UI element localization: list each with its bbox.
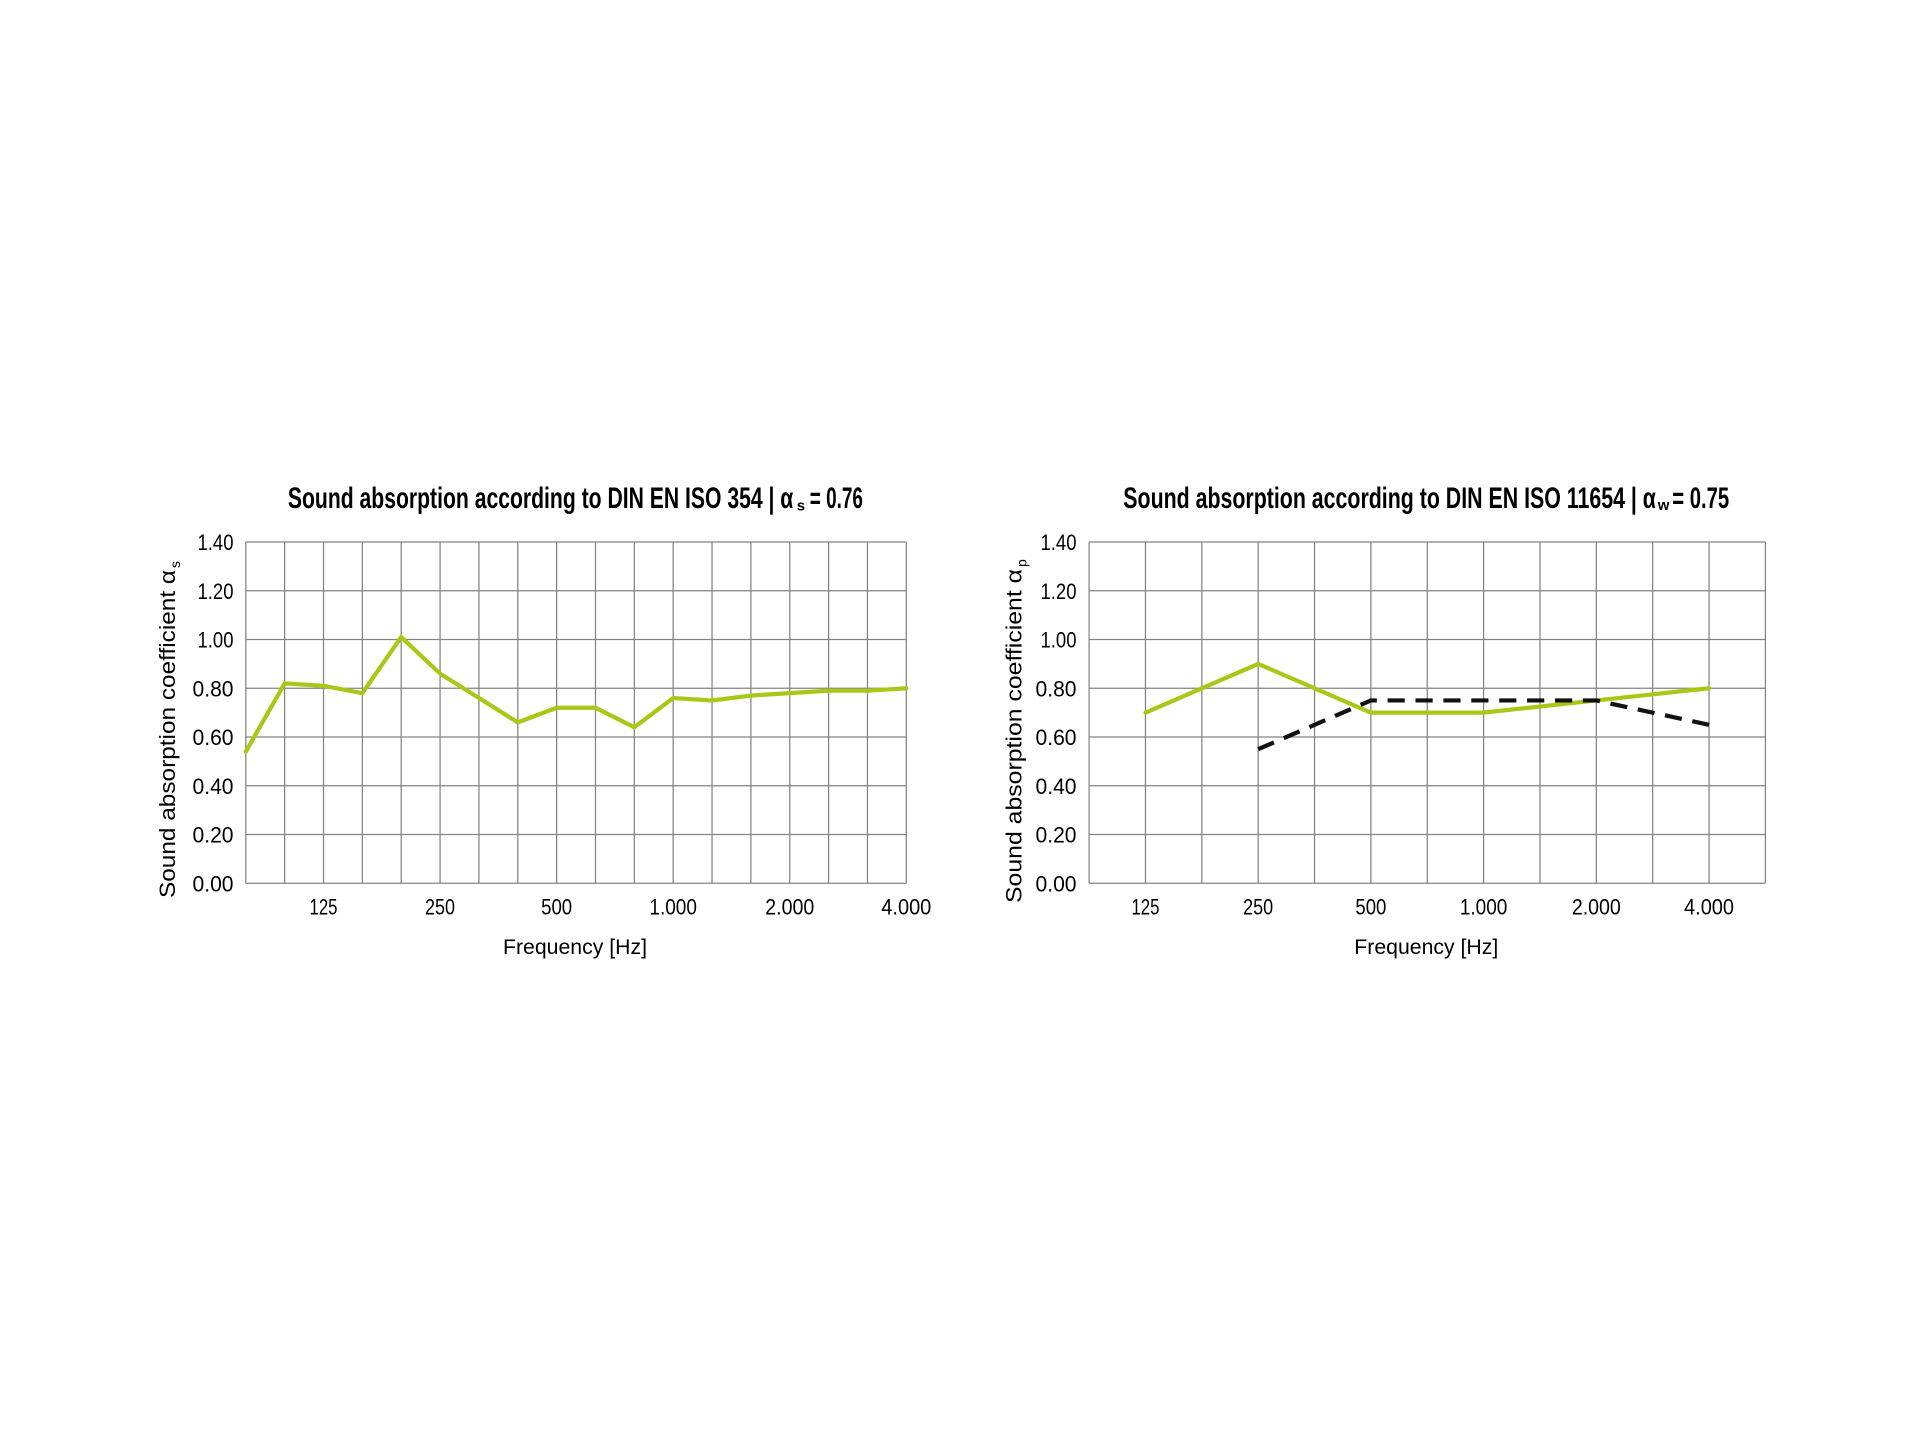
- svg-text:0.00: 0.00: [193, 871, 234, 896]
- svg-text:250: 250: [1243, 895, 1273, 920]
- svg-text:2.000: 2.000: [1572, 895, 1621, 920]
- svg-text:1.20: 1.20: [1041, 579, 1077, 604]
- svg-text:= 0.76: = 0.76: [810, 482, 863, 515]
- svg-text:Sound absorption coefficient α: Sound absorption coefficient α: [1002, 569, 1027, 903]
- svg-text:w: w: [1657, 497, 1670, 514]
- svg-text:1.000: 1.000: [649, 895, 697, 920]
- svg-text:Sound absorption according to: Sound absorption according to DIN EN ISO…: [288, 482, 794, 515]
- svg-text:1.00: 1.00: [198, 628, 234, 653]
- svg-text:Sound absorption coefficient α: Sound absorption coefficient α: [155, 570, 180, 898]
- svg-text:= 0.75: = 0.75: [1672, 482, 1729, 515]
- svg-text:1.40: 1.40: [1041, 530, 1077, 555]
- svg-text:0.40: 0.40: [193, 774, 234, 799]
- svg-text:250: 250: [425, 895, 455, 920]
- svg-text:Frequency [Hz]: Frequency [Hz]: [503, 935, 647, 959]
- svg-text:0.00: 0.00: [1036, 871, 1077, 896]
- svg-text:4.000: 4.000: [881, 895, 931, 920]
- svg-text:Frequency [Hz]: Frequency [Hz]: [1354, 935, 1498, 959]
- svg-text:0.20: 0.20: [193, 823, 234, 848]
- svg-text:p: p: [1014, 559, 1030, 567]
- svg-text:4.000: 4.000: [1684, 895, 1734, 920]
- svg-text:500: 500: [1355, 895, 1386, 920]
- svg-text:1.00: 1.00: [1041, 628, 1077, 653]
- svg-text:500: 500: [541, 895, 572, 920]
- svg-text:0.80: 0.80: [1036, 676, 1077, 701]
- svg-text:0.60: 0.60: [1036, 725, 1077, 750]
- svg-text:s: s: [167, 561, 183, 568]
- svg-text:0.20: 0.20: [1036, 823, 1077, 848]
- svg-text:s: s: [797, 498, 805, 515]
- svg-text:1.20: 1.20: [198, 579, 234, 604]
- svg-text:0.80: 0.80: [193, 676, 234, 701]
- svg-text:Sound absorption according to: Sound absorption according to DIN EN ISO…: [1123, 482, 1656, 515]
- svg-text:1.000: 1.000: [1460, 895, 1508, 920]
- svg-text:2.000: 2.000: [765, 895, 814, 920]
- svg-text:125: 125: [310, 895, 338, 920]
- svg-text:125: 125: [1131, 895, 1159, 920]
- svg-text:0.40: 0.40: [1036, 774, 1077, 799]
- svg-text:1.40: 1.40: [198, 530, 234, 555]
- svg-text:0.60: 0.60: [193, 725, 234, 750]
